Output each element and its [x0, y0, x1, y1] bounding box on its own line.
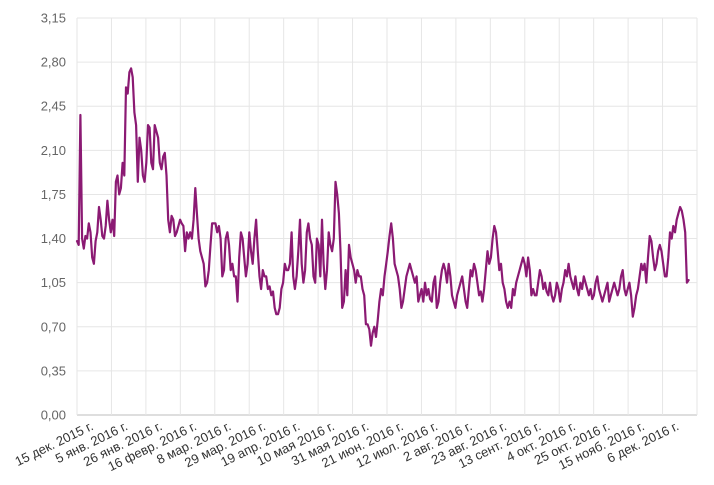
- series-group: [75, 67, 690, 347]
- x-axis-ticks: 15 дек. 2015 г.5 янв. 2016 г.26 янв. 201…: [12, 418, 681, 474]
- y-tick-label: 1,05: [41, 275, 66, 290]
- y-tick-label: 0,70: [41, 319, 66, 334]
- y-tick-label: 1,75: [41, 187, 66, 202]
- y-tick-label: 0,35: [41, 363, 66, 378]
- y-tick-label: 2,10: [41, 143, 66, 158]
- y-axis-ticks: 0,00 0,35 0,70 1,05 1,40 1,75 2,10 2,45 2,80 3,15: [41, 11, 66, 423]
- series-line: [75, 67, 690, 347]
- y-tick-label: 1,40: [41, 231, 66, 246]
- y-tick-label: 2,45: [41, 99, 66, 114]
- grid: [76, 17, 698, 416]
- y-tick-label: 0,00: [41, 408, 66, 423]
- y-tick-label: 3,15: [41, 11, 66, 26]
- y-tick-label: 2,80: [41, 55, 66, 70]
